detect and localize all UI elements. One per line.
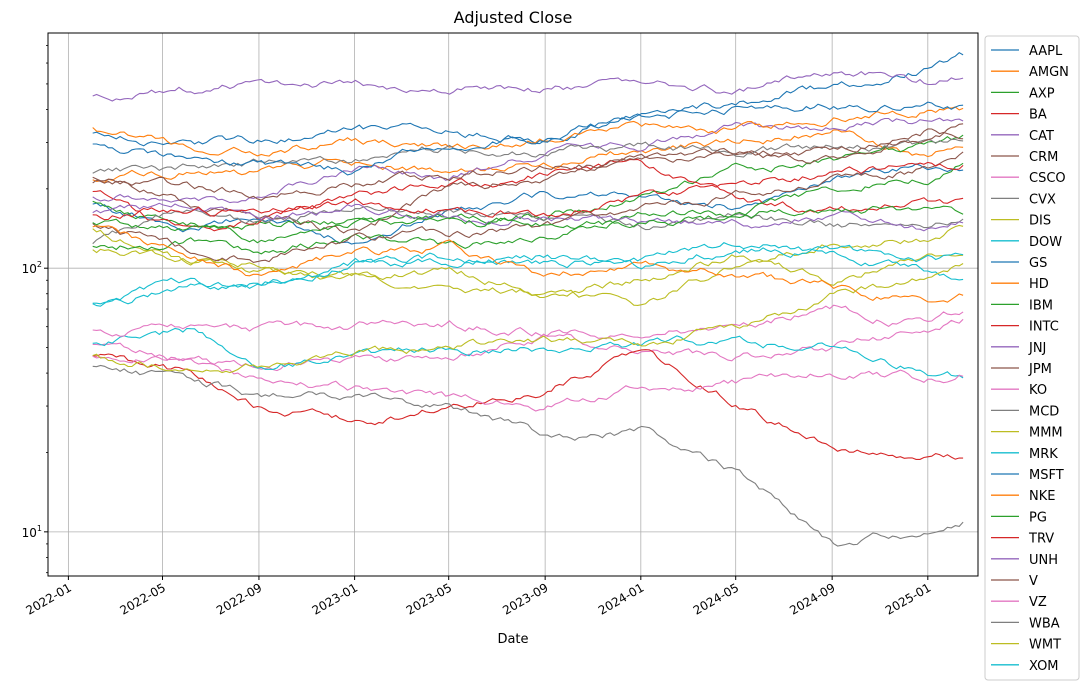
series-line-v (92, 123, 964, 201)
legend-label: MCD (1029, 404, 1059, 419)
legend-label: JNJ (1028, 341, 1046, 356)
legend-label: CRM (1029, 150, 1058, 165)
series-line-dow (92, 327, 964, 379)
legend-box (984, 35, 1080, 681)
legend-label: CSCO (1029, 171, 1066, 186)
legend-label: WMT (1029, 638, 1061, 653)
legend-label: DOW (1029, 235, 1062, 250)
legend-label: XOM (1029, 659, 1059, 674)
series-line-ba (92, 158, 964, 232)
series-line-axp (92, 134, 964, 230)
x-axis-label: Date (497, 632, 528, 647)
legend-label: CAT (1029, 129, 1054, 144)
legend-label: BA (1029, 108, 1047, 123)
series-line-trv (92, 161, 964, 221)
series-line-gs (92, 52, 964, 147)
legend-label: MMM (1029, 426, 1063, 441)
series-line-vz (92, 355, 964, 412)
legend-label: VZ (1029, 595, 1047, 610)
series-lines (92, 52, 964, 547)
legend-label: CVX (1029, 192, 1056, 207)
y-tick-label: 101 (22, 524, 42, 540)
series-line-unh (92, 71, 964, 102)
legend-label: NKE (1029, 489, 1055, 504)
legend-label: PG (1029, 510, 1047, 525)
series-line-xom (92, 244, 964, 307)
legend-label: MSFT (1029, 468, 1064, 483)
legend: AAPL AMGN AXP BA CAT CRM CSCO CVX DIS DOW GS HD IBM I… (984, 35, 1080, 681)
series-line-nke (92, 225, 964, 303)
series-line-dis (92, 228, 964, 299)
legend-label: INTC (1029, 320, 1059, 335)
series-line-cvx (92, 205, 964, 245)
series-line-wmt (92, 263, 964, 374)
series-line-pg (92, 205, 964, 244)
legend-label: TRV (1028, 532, 1054, 547)
series-line-wba (92, 364, 964, 547)
chart-title: Adjusted Close (454, 8, 573, 27)
legend-label: UNH (1029, 553, 1058, 568)
legend-label: AAPL (1029, 44, 1063, 59)
legend-label: JPM (1028, 362, 1052, 377)
y-axis: 101 102 (22, 44, 48, 574)
legend-label: IBM (1029, 298, 1053, 313)
legend-label: AMGN (1029, 65, 1069, 80)
legend-label: GS (1029, 256, 1047, 271)
legend-label: DIS (1029, 214, 1051, 229)
series-line-msft (92, 101, 964, 176)
legend-label: MRK (1029, 447, 1058, 462)
legend-label: WBA (1029, 616, 1060, 631)
series-line-mmm (92, 224, 964, 306)
series-line-aapl (92, 163, 964, 245)
series-line-amgn (92, 129, 964, 184)
series-line-csco (92, 318, 964, 372)
series-line-hd (92, 106, 964, 157)
series-line-ibm (92, 162, 964, 255)
plot-frame (47, 32, 979, 577)
series-line-mrk (92, 242, 964, 305)
grid-lines (48, 33, 978, 576)
y-tick-label: 102 (22, 260, 42, 276)
series-line-intc (92, 349, 964, 460)
series-line-jnj (92, 202, 964, 232)
legend-label: KO (1029, 383, 1047, 398)
legend-label: HD (1029, 277, 1049, 292)
legend-label: AXP (1029, 86, 1055, 101)
series-line-ko (92, 304, 964, 340)
legend-label: V (1029, 574, 1038, 589)
series-line-cat (92, 117, 964, 204)
